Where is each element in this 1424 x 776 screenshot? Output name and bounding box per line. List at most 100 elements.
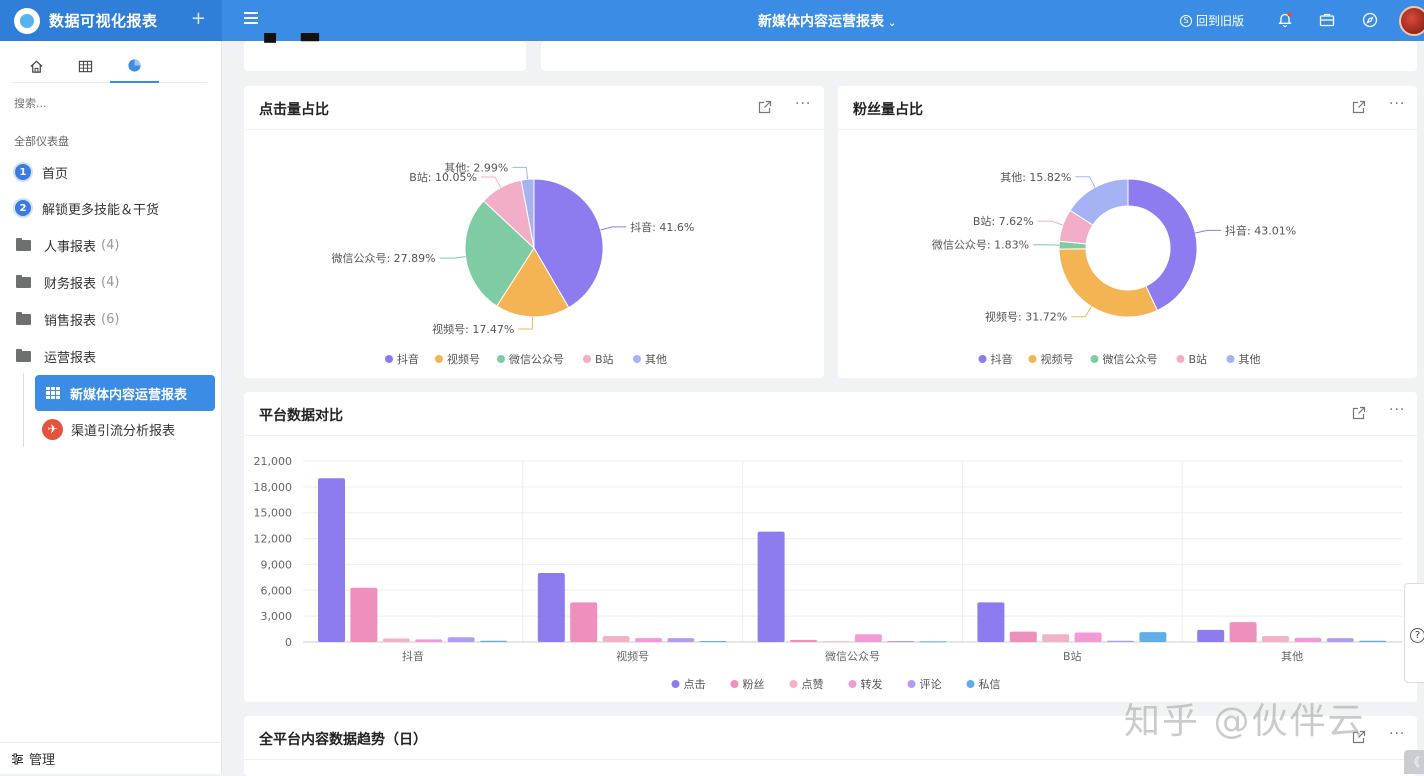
- legend-dot: [908, 680, 916, 688]
- more-options-button[interactable]: ···: [1389, 96, 1405, 112]
- leader-line: [1195, 230, 1221, 233]
- bar: [318, 478, 345, 642]
- tab-table[interactable]: [61, 49, 110, 83]
- more-options-button[interactable]: ···: [1389, 726, 1405, 742]
- legend-dot: [790, 680, 798, 688]
- tab-home[interactable]: [12, 49, 61, 83]
- sidebar-folder-hr[interactable]: 人事报表 (4): [13, 231, 119, 259]
- table-icon: [78, 59, 93, 74]
- pie-slice: [1059, 249, 1157, 317]
- leader-line: [481, 177, 501, 188]
- legend-label: 微信公众号: [509, 352, 564, 366]
- kpi-card: ▪ ▬ ▪▮: [244, 41, 526, 71]
- tab-dashboard[interactable]: [110, 49, 159, 83]
- legend-label: 私信: [979, 678, 1001, 691]
- legend-label: 转发: [861, 677, 883, 691]
- bar: [700, 641, 727, 642]
- bar: [570, 602, 597, 642]
- leader-line: [1038, 221, 1063, 225]
- sidebar-item-home[interactable]: 1 首页: [13, 158, 68, 186]
- sliders-icon: [11, 753, 24, 765]
- y-tick-label: 9,000: [261, 558, 293, 571]
- report-title-dropdown[interactable]: 新媒体内容运营报表⌄: [758, 11, 896, 31]
- legend-label: 视频号: [1041, 352, 1074, 366]
- sidebar-search-input[interactable]: [14, 97, 204, 110]
- y-tick-label: 3,000: [261, 610, 293, 623]
- bar: [350, 588, 377, 642]
- bar: [1230, 622, 1257, 642]
- slice-label: B站: 7.62%: [973, 214, 1034, 228]
- sidebar-folder-operations[interactable]: 运营报表: [13, 342, 96, 370]
- folder-icon: [16, 240, 31, 251]
- y-tick-label: 21,000: [254, 455, 293, 468]
- grid-icon: [46, 387, 60, 399]
- manage-label: 管理: [29, 749, 55, 768]
- legend-dot: [967, 680, 975, 688]
- bar: [822, 641, 849, 642]
- legend-dot: [849, 680, 857, 688]
- expand-icon[interactable]: [758, 100, 772, 114]
- legend-label: 抖音: [397, 352, 419, 366]
- history-icon: S: [1180, 15, 1192, 27]
- y-tick-label: 0: [285, 636, 292, 649]
- bar: [1107, 641, 1134, 642]
- report-title: 新媒体内容运营报表: [758, 14, 884, 30]
- slice-label: 其他: 15.82%: [1000, 171, 1071, 184]
- x-tick-label: B站: [1063, 649, 1082, 663]
- leader-line: [1071, 307, 1091, 317]
- bar: [635, 638, 662, 642]
- more-options-button[interactable]: ···: [795, 96, 811, 112]
- more-options-button[interactable]: ···: [1389, 402, 1405, 418]
- user-avatar[interactable]: [1399, 6, 1424, 36]
- item-count: (4): [101, 238, 119, 253]
- leader-line: [440, 257, 466, 258]
- sidebar-folder-finance[interactable]: 财务报表 (4): [13, 268, 119, 296]
- sidebar-subitem-active[interactable]: 新媒体内容运营报表: [35, 375, 215, 411]
- fans-donut-chart: 抖音: 43.01%视频号: 31.72%微信公众号: 1.83%B站: 7.6…: [838, 130, 1417, 378]
- card-header: 平台数据对比 ···: [244, 392, 1417, 436]
- bell-icon[interactable]: [1277, 12, 1293, 28]
- legend-label: B站: [1189, 352, 1208, 366]
- sidebar-item-skills[interactable]: 2 解锁更多技能＆干货: [13, 194, 159, 222]
- bar: [415, 639, 442, 642]
- help-float-tab[interactable]: ?: [1404, 583, 1424, 683]
- expand-icon[interactable]: [1352, 100, 1366, 114]
- legend-dot: [1091, 355, 1099, 363]
- bar: [1197, 630, 1224, 642]
- clicks-share-card: 点击量占比 ··· 抖音: 41.6%视频号: 17.47%微信公众号: 27.…: [244, 86, 824, 378]
- fans-share-card: 粉丝量占比 ··· 抖音: 43.01%视频号: 31.72%微信公众号: 1.…: [838, 86, 1417, 378]
- bar: [758, 532, 785, 642]
- collapse-button[interactable]: 《: [1404, 750, 1424, 774]
- legend-label: 点赞: [802, 678, 824, 691]
- bar: [1139, 632, 1166, 642]
- section-label: 全部仪表盘: [14, 133, 69, 149]
- bar: [977, 602, 1004, 642]
- add-dashboard-button[interactable]: +: [191, 10, 206, 28]
- top-bar: 数据可视化报表 + 新媒体内容运营报表⌄ S 回到旧版: [0, 0, 1424, 41]
- folder-open-icon: [16, 351, 31, 362]
- clicks-pie-chart: 抖音: 41.6%视频号: 17.47%微信公众号: 27.89%B站: 10.…: [244, 130, 824, 378]
- compass-icon[interactable]: [1362, 12, 1378, 28]
- kpi-value-clipped: ▪ ▬ ▪▮: [262, 33, 362, 45]
- sidebar-subitem-label: 新媒体内容运营报表: [70, 384, 187, 403]
- expand-icon[interactable]: [1352, 406, 1366, 420]
- sidebar-folder-sales[interactable]: 销售报表 (6): [13, 305, 119, 333]
- item-count: (6): [101, 312, 119, 327]
- legend-dot: [1029, 355, 1037, 363]
- legend-dot: [385, 355, 393, 363]
- card-title: 点击量占比: [259, 99, 329, 119]
- x-tick-label: 视频号: [616, 649, 649, 663]
- legend-label: 评论: [920, 677, 942, 691]
- card-title: 粉丝量占比: [853, 99, 923, 119]
- briefcase-icon[interactable]: [1319, 12, 1335, 28]
- sidebar-subitem[interactable]: ✈ 渠道引流分析报表: [42, 417, 175, 441]
- bar: [1262, 636, 1289, 642]
- manage-button[interactable]: 管理: [0, 742, 221, 774]
- y-tick-label: 18,000: [254, 481, 293, 494]
- tree-connector: [23, 373, 24, 447]
- menu-icon[interactable]: [244, 12, 258, 23]
- bar: [855, 634, 882, 642]
- back-to-old-version-button[interactable]: S 回到旧版: [1180, 12, 1244, 29]
- sidebar-item-label: 人事报表: [44, 236, 96, 255]
- folder-icon: [16, 314, 31, 325]
